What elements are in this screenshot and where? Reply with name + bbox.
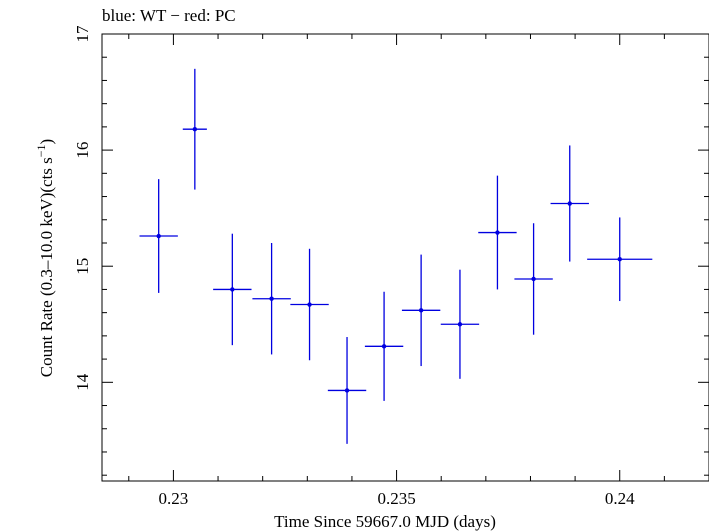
x-axis-ticks [128, 34, 709, 481]
plot-frame [101, 33, 709, 482]
data-point [364, 291, 404, 401]
data-point [478, 175, 517, 290]
data-point [139, 179, 178, 293]
data-point [401, 254, 441, 367]
data-marker [307, 302, 312, 307]
y-tick-label: 14 [73, 373, 92, 391]
chart-title: blue: WT − red: PC [102, 6, 236, 25]
y-tick-label: 15 [73, 258, 92, 275]
y-tick-label: 17 [73, 25, 92, 43]
data-point [252, 242, 291, 355]
y-axis-ticks [102, 33, 709, 476]
x-tick-label: 0.23 [159, 489, 189, 508]
data-point [440, 269, 480, 379]
data-point [290, 248, 329, 361]
data-marker [567, 201, 572, 206]
data-marker [269, 296, 274, 301]
data-marker [156, 233, 161, 239]
x-tick-label: 0.24 [605, 489, 635, 508]
data-marker [617, 257, 622, 262]
y-axis-tick-labels: 14 15 16 17 [73, 25, 92, 391]
data-series-wt [139, 68, 653, 444]
data-marker [457, 322, 463, 327]
data-marker [495, 230, 500, 235]
data-point [550, 145, 589, 262]
data-marker [418, 308, 424, 313]
x-axis-label: Time Since 59667.0 MJD (days) [274, 512, 496, 531]
data-marker [531, 276, 536, 282]
data-point [213, 233, 252, 346]
y-axis-label: Count Rate (0.3–10.0 keV)(cts s−1) [34, 139, 56, 377]
x-tick-label: 0.235 [377, 489, 415, 508]
data-point [514, 223, 553, 335]
x-axis-tick-labels: 0.23 0.235 0.24 [159, 489, 636, 508]
data-point [327, 337, 367, 444]
data-marker [381, 344, 387, 349]
y-tick-label: 16 [73, 142, 92, 159]
data-point [587, 217, 653, 302]
data-marker [344, 388, 350, 393]
y-axis-label-exponent: −1 [34, 144, 48, 157]
y-axis-label-close: ) [37, 139, 56, 145]
data-point [182, 68, 207, 190]
data-marker [230, 287, 235, 292]
y-axis-label-main: Count Rate (0.3–10.0 keV)(cts s [37, 157, 56, 377]
data-marker [192, 127, 198, 132]
